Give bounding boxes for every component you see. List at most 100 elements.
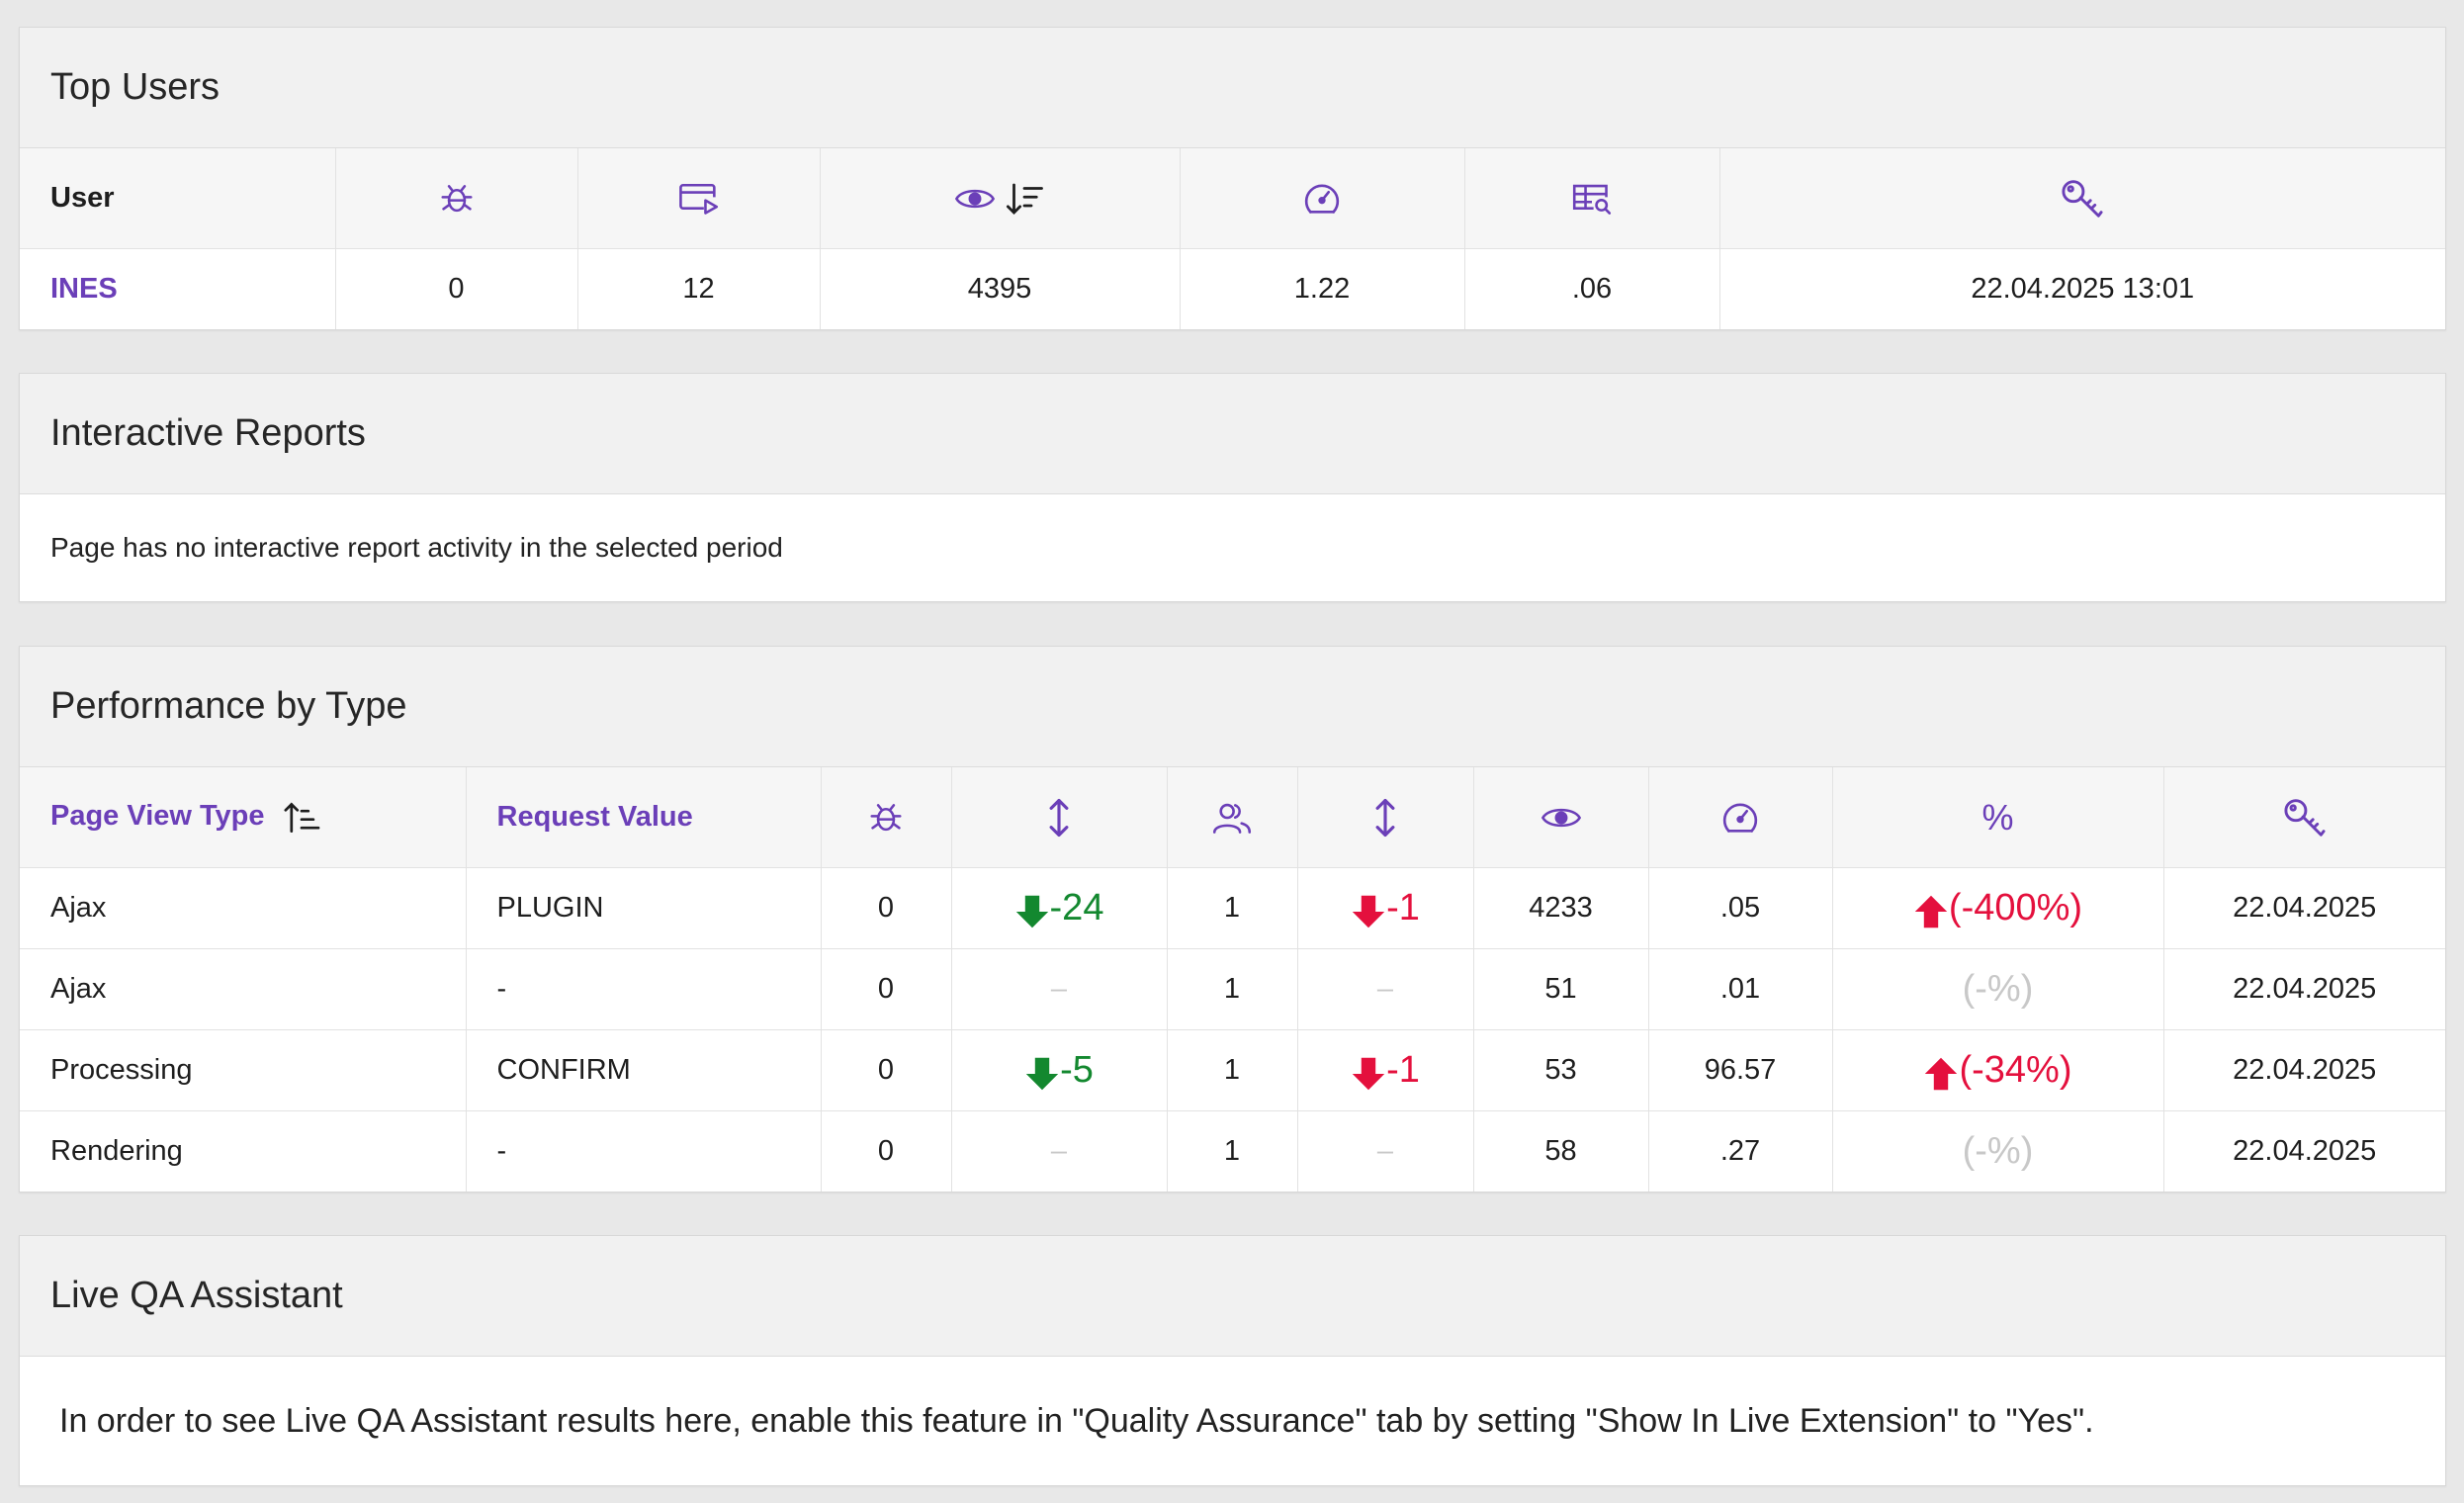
- speedometer-icon: [1302, 180, 1342, 218]
- cell-load-time: 1.22: [1180, 248, 1465, 329]
- cell-percent: (-400%): [1832, 867, 2164, 949]
- cell-request-value: -: [466, 948, 822, 1030]
- cell-request-value: -: [466, 1110, 822, 1192]
- table-row: INES 0 12 4395 1.22 .06 22.04.2025 13:01: [20, 248, 2445, 329]
- arrow-down-icon: [1024, 1056, 1060, 1092]
- column-header-sessions[interactable]: [577, 148, 821, 249]
- cell-users-delta: -1: [1297, 1029, 1474, 1111]
- table-row: Ajax - 0 – 1 – 51 .01 (-%) 22.04.2025: [20, 948, 2445, 1030]
- cell-load-time: .05: [1648, 867, 1833, 949]
- column-header-errors[interactable]: [821, 767, 952, 868]
- sort-asc-icon[interactable]: [281, 801, 322, 835]
- cell-views: 4395: [820, 248, 1181, 329]
- column-header-load-time[interactable]: [1180, 148, 1465, 249]
- column-header-page-view-type[interactable]: Page View Type: [20, 767, 467, 868]
- cell-page-view-type: Ajax: [20, 867, 467, 949]
- bug-icon: [438, 180, 476, 218]
- interactive-reports-message: Page has no interactive report activity …: [50, 532, 783, 563]
- cell-date: 22.04.2025: [2163, 1029, 2445, 1111]
- cell-users: 1: [1167, 1110, 1298, 1192]
- users-delta-value: -1: [1386, 886, 1420, 928]
- table-row: Ajax PLUGIN 0 -24 1 -1 4233 .05 (-400%) …: [20, 867, 2445, 949]
- sort-arrows-icon: [1046, 797, 1072, 839]
- live-qa-card: Live QA Assistant In order to see Live Q…: [19, 1235, 2446, 1486]
- cell-users: 1: [1167, 867, 1298, 949]
- live-qa-message: In order to see Live QA Assistant result…: [59, 1401, 2094, 1440]
- cell-load-time: 96.57: [1648, 1029, 1833, 1111]
- cell-sessions: 12: [577, 248, 821, 329]
- arrow-up-icon: [1913, 894, 1949, 929]
- performance-title: Performance by Type: [20, 647, 2445, 767]
- table-search-icon: [1571, 181, 1613, 217]
- cell-db-time: .06: [1464, 248, 1720, 329]
- column-header-db-time[interactable]: [1464, 148, 1720, 249]
- errors-delta-value: -24: [1049, 886, 1104, 928]
- errors-delta-value: -5: [1060, 1048, 1094, 1091]
- cell-date: 22.04.2025: [2233, 1135, 2377, 1167]
- column-header-user[interactable]: User: [20, 148, 336, 249]
- users-delta-value: -1: [1386, 1048, 1420, 1091]
- cell-views: 51: [1473, 948, 1649, 1030]
- eye-icon: [1540, 801, 1582, 835]
- eye-icon: [954, 182, 996, 216]
- top-users-table: User: [20, 148, 2445, 329]
- cell-load-time: .01: [1648, 948, 1833, 1030]
- interactive-reports-card: Interactive Reports Page has no interact…: [19, 373, 2446, 602]
- percent-value: (-400%): [1948, 886, 2083, 928]
- cell-errors: 0: [821, 1110, 952, 1192]
- column-header-last-login[interactable]: [1719, 148, 2445, 249]
- users-icon: [1211, 799, 1253, 837]
- cell-percent: (-34%): [1832, 1029, 2164, 1111]
- column-header-views[interactable]: [820, 148, 1181, 249]
- table-row: Rendering - 0 – 1 – 58 .27 (-%) 22.04.20…: [20, 1110, 2445, 1192]
- column-header-errors-trend[interactable]: [951, 767, 1168, 868]
- sort-desc-icon[interactable]: [1004, 181, 1045, 217]
- bug-icon: [867, 799, 905, 837]
- cell-errors: 0: [821, 867, 952, 949]
- cell-date: 22.04.2025: [2163, 867, 2445, 949]
- user-link[interactable]: INES: [20, 248, 336, 329]
- cell-views: 58: [1473, 1110, 1649, 1192]
- column-header-load-time[interactable]: [1648, 767, 1833, 868]
- cell-errors-delta: -24: [951, 867, 1168, 949]
- cell-errors: 0: [821, 1029, 952, 1111]
- cell-users-delta: -1: [1297, 867, 1474, 949]
- column-header-request-value[interactable]: Request Value: [466, 767, 822, 868]
- window-play-icon: [678, 180, 720, 218]
- top-users-title: Top Users: [20, 28, 2445, 148]
- key-icon: [2061, 179, 2104, 219]
- cell-page-view-type: Processing: [20, 1029, 467, 1111]
- column-header-views[interactable]: [1473, 767, 1649, 868]
- cell-users: 1: [1167, 1029, 1298, 1111]
- live-qa-title: Live QA Assistant: [20, 1236, 2445, 1357]
- performance-card: Performance by Type Page View Type Reque…: [19, 646, 2446, 1193]
- cell-errors-delta: –: [951, 948, 1168, 1030]
- cell-users-delta: –: [1297, 948, 1474, 1030]
- top-users-card: Top Users User: [19, 27, 2446, 330]
- key-icon: [2283, 798, 2327, 838]
- cell-percent: (-%): [1832, 948, 2164, 1030]
- cell-last-login: 22.04.2025 13:01: [1971, 273, 2195, 305]
- cell-request-value: CONFIRM: [466, 1029, 822, 1111]
- cell-errors-delta: –: [951, 1110, 1168, 1192]
- column-header-percent[interactable]: %: [1832, 767, 2164, 868]
- interactive-reports-title: Interactive Reports: [20, 374, 2445, 494]
- arrow-up-icon: [1923, 1056, 1959, 1092]
- cell-errors-delta: -5: [951, 1029, 1168, 1111]
- cell-percent: (-%): [1832, 1110, 2164, 1192]
- cell-errors: 0: [335, 248, 578, 329]
- column-header-last-date[interactable]: [2163, 767, 2445, 868]
- column-header-errors[interactable]: [335, 148, 578, 249]
- cell-load-time: .27: [1648, 1110, 1833, 1192]
- column-header-users-trend[interactable]: [1297, 767, 1474, 868]
- cell-page-view-type: Rendering: [20, 1110, 467, 1192]
- cell-users-delta: –: [1297, 1110, 1474, 1192]
- cell-date: 22.04.2025: [2163, 948, 2445, 1030]
- cell-views: 53: [1473, 1029, 1649, 1111]
- table-row: Processing CONFIRM 0 -5 1 -1 53 96.57 (-…: [20, 1029, 2445, 1111]
- cell-page-view-type: Ajax: [20, 948, 467, 1030]
- arrow-down-icon: [1014, 894, 1050, 929]
- arrow-down-icon: [1351, 894, 1386, 929]
- column-header-users[interactable]: [1167, 767, 1298, 868]
- cell-request-value: PLUGIN: [466, 867, 822, 949]
